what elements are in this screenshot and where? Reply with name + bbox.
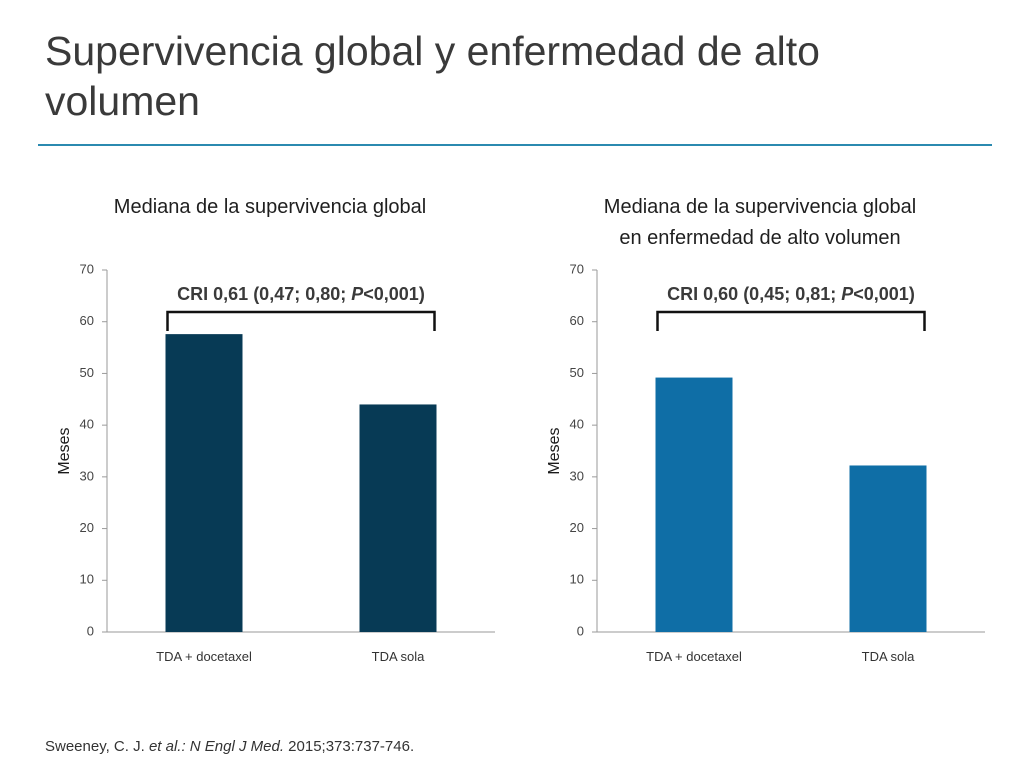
citation-etal: et al.: (148, 738, 186, 755)
y-tick-label: 0 (87, 623, 94, 638)
chart-title-line-2: en enfermedad de alto volumen (619, 227, 901, 249)
bar-1 (655, 377, 733, 632)
x-tick-label: TDA sola (862, 649, 916, 664)
chart-svg: 0 10 20 30 40 50 60 70 Meses TDA + docetaxel TDA s… (546, 261, 985, 664)
citation-details: 2015;373:737-746. (284, 738, 415, 755)
chart-high-volume-survival: Mediana de la supervivencia global en en… (510, 190, 1010, 670)
chart-svg: 0 10 20 30 40 50 60 70 Meses TDA + docetaxel TDA s… (56, 261, 495, 664)
chart-title-line-1: Mediana de la supervivencia global (113, 196, 427, 218)
y-tick-label: 60 (80, 313, 94, 328)
y-axis-label: Meses (546, 427, 563, 474)
y-tick-label: 0 (577, 623, 584, 638)
chart-overall-survival: Mediana de la supervivencia global 0 10 20… (20, 190, 520, 670)
y-tick-label: 30 (570, 468, 584, 483)
y-tick-label: 40 (570, 417, 584, 432)
y-tick-label: 10 (80, 572, 94, 587)
y-tick-label: 50 (80, 365, 94, 380)
citation: Sweeney, C. J. et al.: N Engl J Med. 201… (45, 738, 414, 755)
y-tick-label: 20 (570, 520, 584, 535)
y-tick-label: 50 (570, 365, 584, 380)
bar-2 (359, 404, 437, 632)
bar-1 (165, 334, 243, 632)
y-tick-label: 70 (570, 261, 584, 276)
chart-title-line-1: Mediana de la supervivencia global (603, 196, 917, 218)
significance-bracket (166, 310, 436, 331)
y-tick-label: 40 (80, 417, 94, 432)
y-tick-label: 70 (80, 261, 94, 276)
hazard-ratio-annotation: CRI 0,61 (0,47; 0,80; P<0,001) (177, 284, 425, 304)
x-tick-label: TDA + docetaxel (156, 649, 252, 664)
y-axis-label: Meses (56, 427, 73, 474)
citation-journal: N Engl J Med. (185, 738, 284, 755)
y-tick-label: 60 (570, 313, 584, 328)
y-tick-label: 20 (80, 520, 94, 535)
citation-authors: Sweeney, C. J. (45, 738, 149, 755)
slide-title: Supervivencia global y enfermedad de alt… (45, 28, 820, 124)
x-tick-label: TDA sola (372, 649, 426, 664)
bar-2 (849, 465, 927, 632)
y-tick-label: 10 (570, 572, 584, 587)
x-tick-label: TDA + docetaxel (646, 649, 742, 664)
y-tick-label: 30 (80, 468, 94, 483)
title-rule (38, 144, 992, 146)
significance-bracket (656, 310, 926, 331)
hazard-ratio-annotation: CRI 0,60 (0,45; 0,81; P<0,001) (667, 284, 915, 304)
